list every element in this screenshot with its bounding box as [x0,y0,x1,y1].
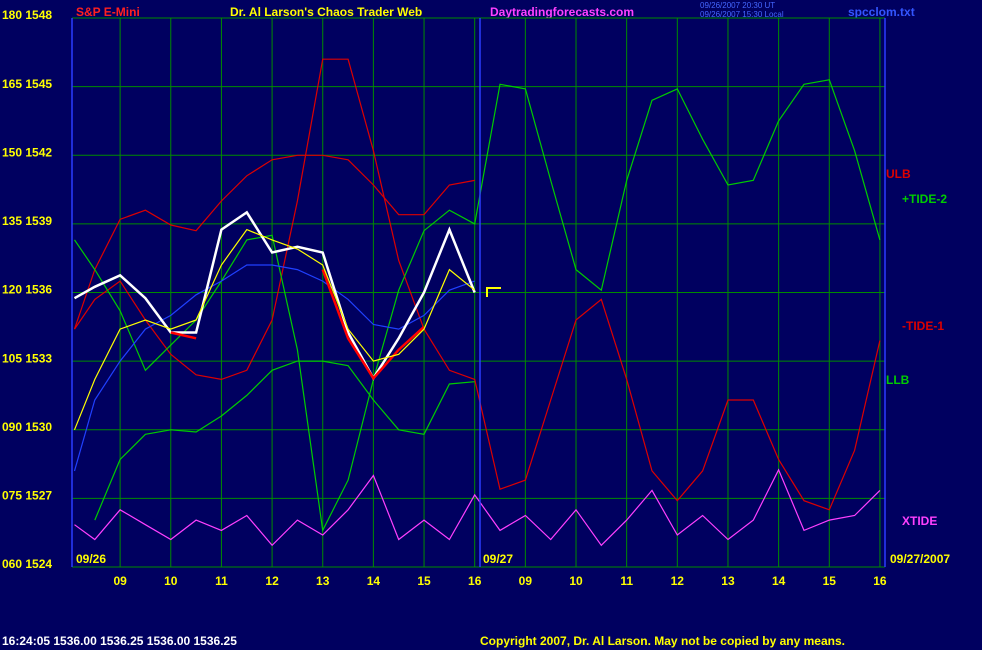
series-label: ULB [886,167,911,181]
series-line [170,331,197,340]
symbol: S&P E-Mini [76,5,140,19]
y-tick-label: 135 1539 [2,214,52,228]
x-tick-label: 09 [113,574,127,588]
date-label: 09/26 [76,552,106,566]
x-tick-label: 14 [772,574,786,588]
y-tick-label: 150 1542 [2,145,52,159]
x-tick-label: 12 [265,574,279,588]
x-tick-label: 11 [215,574,228,588]
quote: 16:24:05 1536.00 1536.25 1536.00 1536.25 [2,634,237,648]
timestamp-ut: 09/26/2007 20:30 UT [700,1,775,10]
x-tick-label: 13 [721,574,735,588]
series-line [73,154,475,330]
plot-area [72,17,885,568]
series-label: LLB [886,373,910,387]
x-tick-label: 10 [164,574,178,588]
date-label: 09/27/2007 [890,552,950,566]
x-tick-label: 10 [569,574,583,588]
series-line [94,360,475,521]
x-tick-label: 09 [519,574,533,588]
y-tick-label: 060 1524 [2,557,52,571]
series-label: -TIDE-1 [902,319,944,333]
timestamp-local: 09/26/2007 15:30 Local [700,10,784,19]
x-tick-label: 16 [468,574,482,588]
x-tick-label: 14 [367,574,381,588]
chart-title: Dr. Al Larson's Chaos Trader Web [230,5,422,19]
x-tick-label: 16 [873,574,887,588]
x-tick-label: 13 [316,574,330,588]
x-tick-label: 15 [417,574,431,588]
y-tick-label: 120 1536 [2,283,52,297]
series-line [74,58,881,511]
series-label: XTIDE [902,514,937,528]
last-price-marker [486,287,501,297]
y-tick-label: 180 1548 [2,8,52,22]
series-line [321,269,425,381]
date-label: 09/27 [483,552,513,566]
series-line [73,228,476,431]
y-tick-label: 105 1533 [2,351,52,365]
file-name: spcclom.txt [848,5,915,19]
series-line [73,210,476,381]
series-label: +TIDE-2 [902,192,947,206]
site: Daytradingforecasts.com [490,5,634,19]
x-tick-label: 12 [671,574,685,588]
x-tick-label: 15 [823,574,837,588]
y-tick-label: 165 1545 [2,77,52,91]
series-line [74,79,881,533]
series-line [74,468,881,547]
y-tick-label: 090 1530 [2,420,52,434]
copyright: Copyright 2007, Dr. Al Larson. May not b… [480,634,845,648]
y-tick-label: 075 1527 [2,489,52,503]
x-tick-label: 11 [620,574,633,588]
